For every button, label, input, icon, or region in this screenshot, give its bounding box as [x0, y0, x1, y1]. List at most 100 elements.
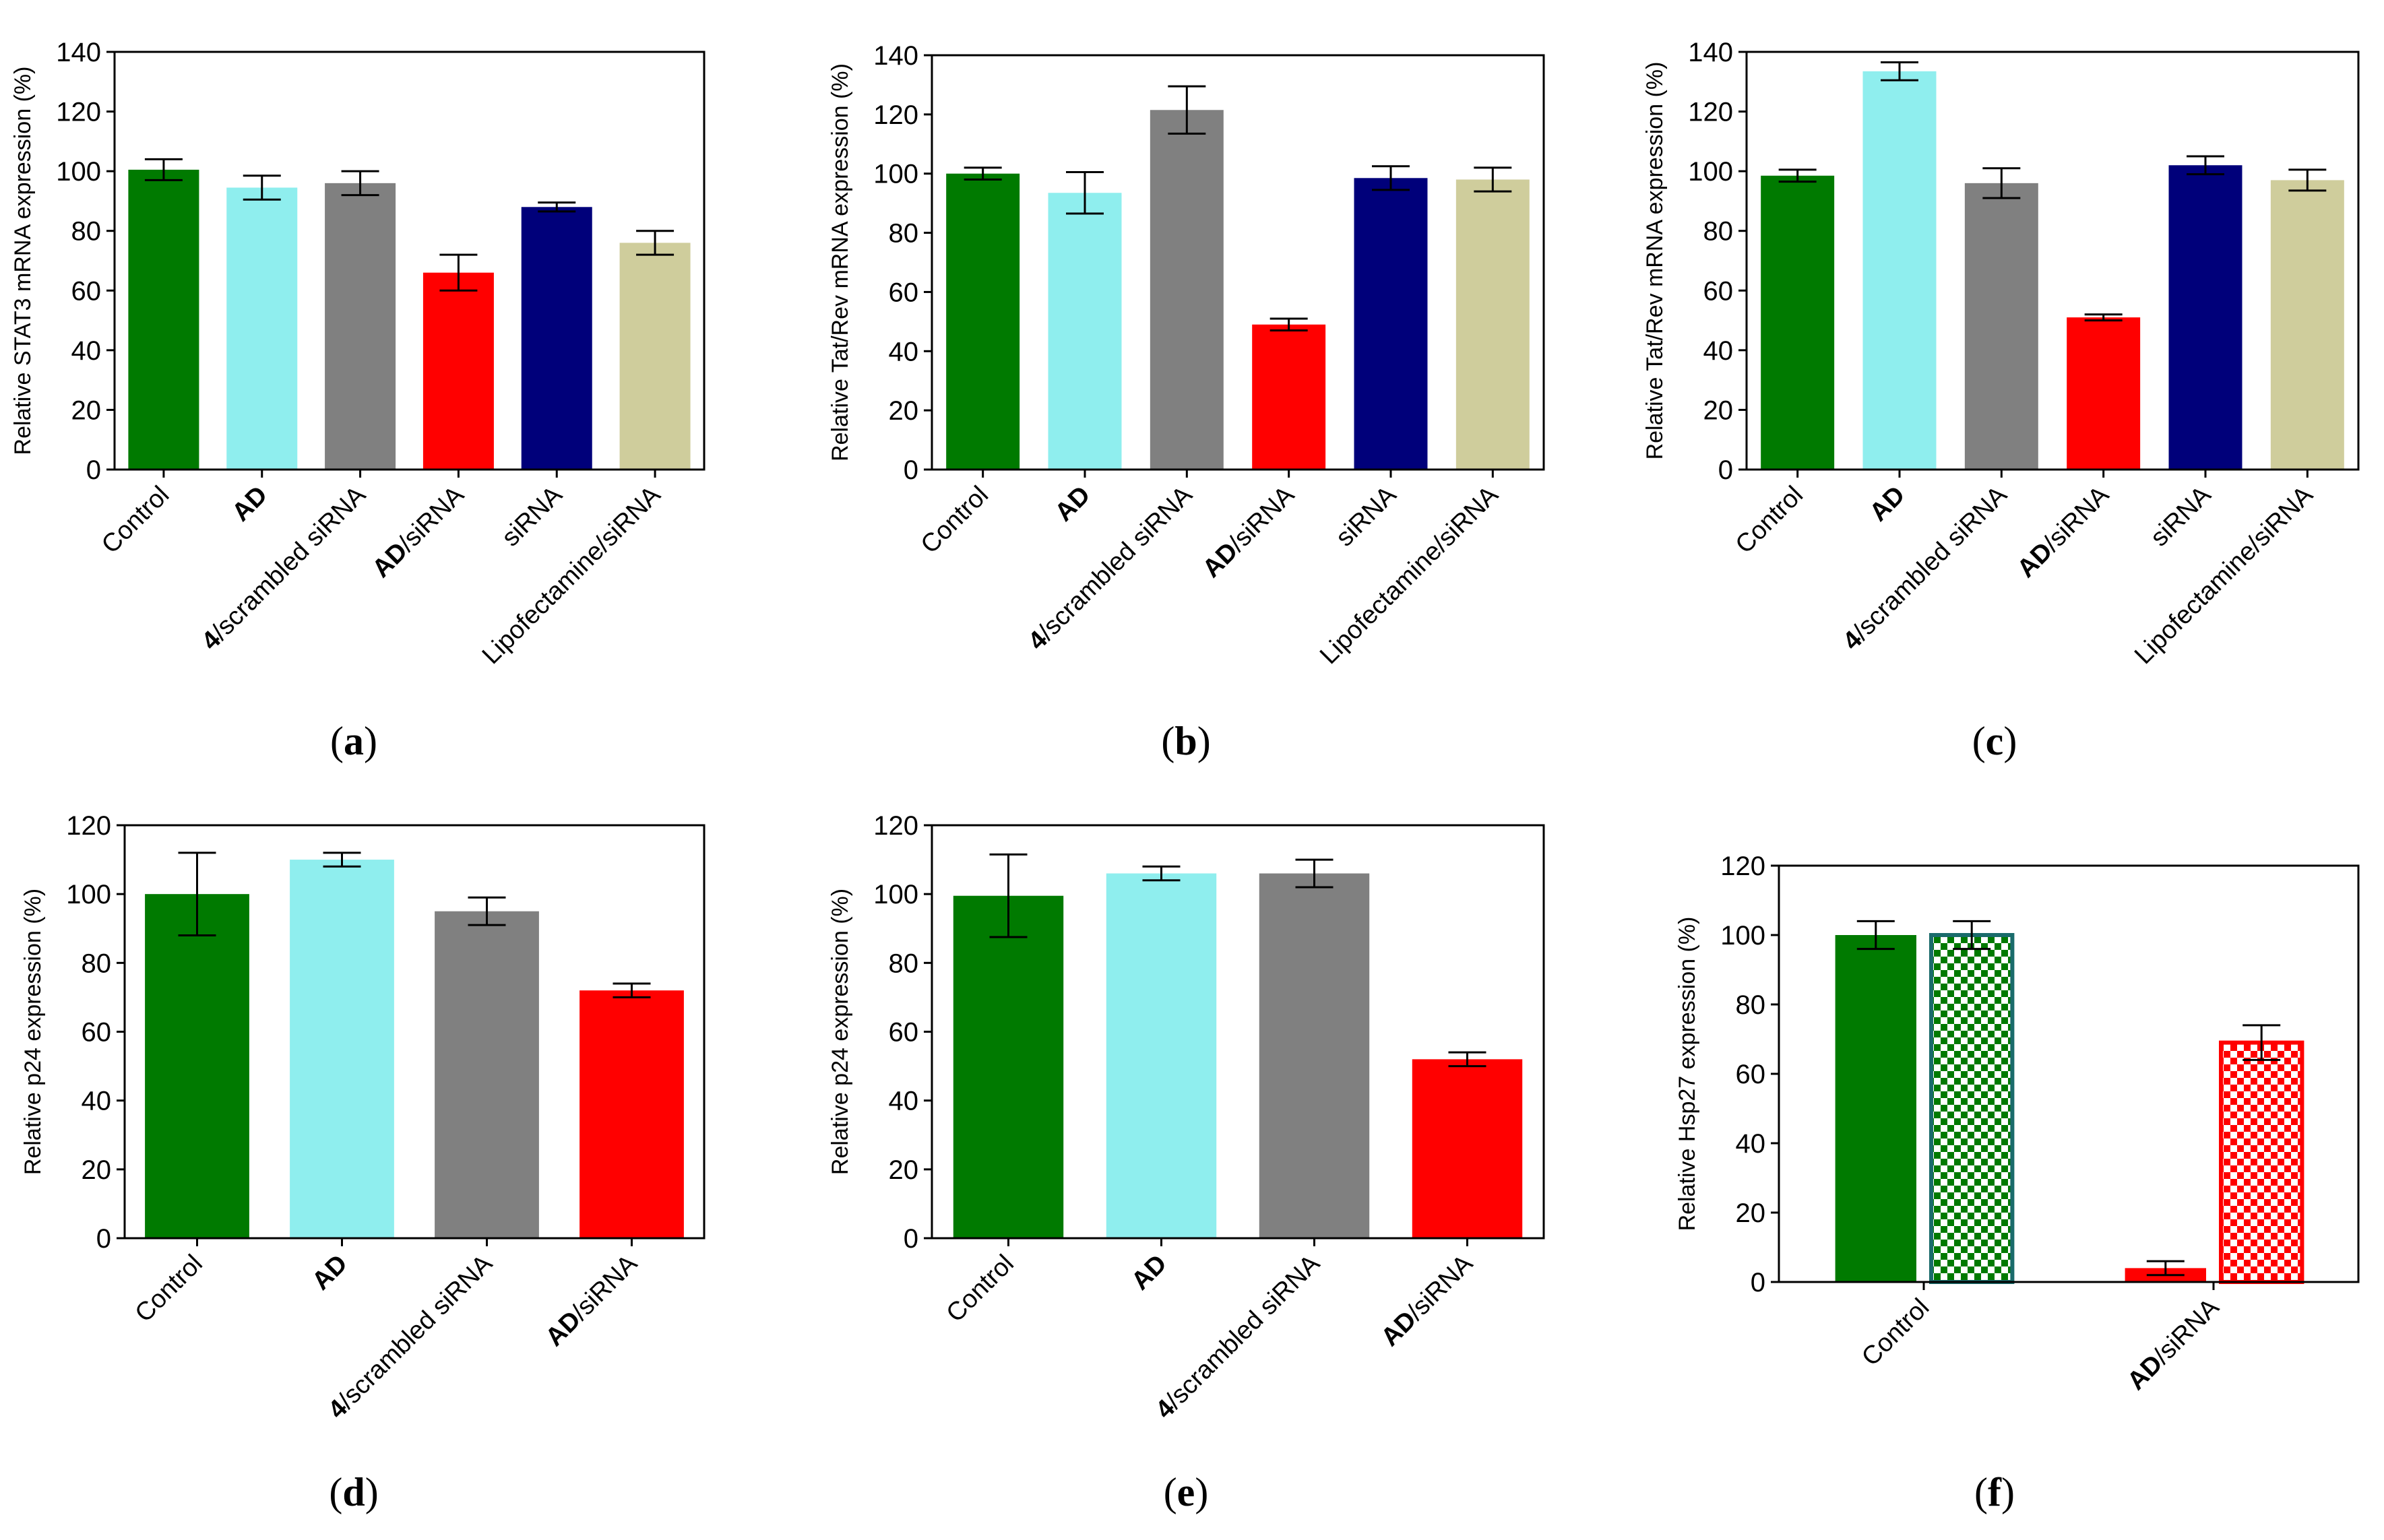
y-tick-label: 60: [1703, 276, 1734, 306]
y-tick-label: 80: [82, 949, 112, 978]
error-bar: [1295, 858, 1334, 889]
error-bar: [2187, 155, 2224, 176]
bar-0: [145, 894, 249, 1238]
x-tick-label-text: siRNA: [497, 480, 568, 552]
panel-label: (b): [1161, 719, 1210, 763]
x-tick-label-text: Control: [941, 1250, 1020, 1328]
error-bar: [178, 852, 216, 936]
x-tick-label-text: Control: [130, 1250, 208, 1328]
bar-0: [128, 169, 199, 470]
x-tick-label-text: /siRNA: [1224, 480, 1300, 557]
error-bar: [1778, 168, 1817, 183]
bar-2: [325, 183, 396, 470]
x-tick-label-bold: AD: [227, 481, 274, 527]
error-bar: [439, 253, 478, 292]
x-tick-label: Lipofectamine/siRNA: [477, 480, 666, 670]
bar-solid-0: [1835, 935, 1916, 1282]
x-tick-label: Lipofectamine/siRNA: [2129, 480, 2319, 670]
error-bar: [1448, 1051, 1486, 1068]
x-tick-label: siRNA: [497, 480, 568, 552]
panel-label-close: ): [1197, 719, 1211, 763]
y-tick-label: 100: [1720, 921, 1765, 951]
y-tick-label: 40: [889, 337, 919, 366]
y-tick-label: 80: [889, 949, 919, 978]
y-tick-label: 20: [889, 1155, 919, 1185]
bar-checkered-0: [1929, 933, 2015, 1284]
bar-1: [1106, 873, 1217, 1238]
y-tick-label: 40: [1736, 1129, 1766, 1159]
x-tick-label-text: /siRNA: [393, 480, 470, 557]
x-tick-label: Control: [916, 481, 994, 559]
x-tick-label: Control: [1730, 481, 1809, 559]
x-tick-label: AD/siRNA: [2012, 480, 2115, 583]
panel-label-open: (: [1161, 719, 1174, 763]
error-bar: [1142, 865, 1181, 882]
x-tick-label: 4/scrambled siRNA: [1150, 1249, 1325, 1424]
x-tick-label: Lipofectamine/siRNA: [1315, 480, 1504, 670]
x-tick-label-text: /siRNA: [2038, 480, 2115, 557]
x-tick-label: AD/siRNA: [1197, 480, 1300, 583]
panel-label-letter: c: [1986, 719, 2004, 763]
y-tick-label: 140: [873, 41, 918, 71]
y-axis-label: Relative p24 expression (%): [827, 889, 853, 1175]
x-tick-label-text: /scrambled siRNA: [333, 1249, 498, 1414]
x-tick-label: AD: [1126, 1250, 1172, 1296]
x-tick-label-bold: AD: [1864, 481, 1911, 527]
y-tick-label: 120: [56, 98, 101, 127]
bar-3: [1412, 1059, 1523, 1238]
x-tick-label: AD: [1050, 481, 1096, 527]
panel-label-letter: e: [1177, 1470, 1195, 1514]
x-tick-label-text: /siRNA: [2148, 1293, 2225, 1370]
x-tick-label: 4/scrambled siRNA: [196, 480, 371, 655]
bar-0: [953, 895, 1064, 1238]
bar-1: [226, 187, 298, 470]
y-tick-label: 60: [889, 278, 919, 307]
error-bar: [1269, 317, 1308, 332]
error-bar: [1953, 920, 1991, 951]
y-tick-label: 120: [66, 811, 111, 841]
error-bar: [2242, 1024, 2281, 1061]
bar-2: [1964, 183, 2038, 470]
bar-4: [1354, 178, 1428, 470]
y-tick-label: 80: [889, 219, 919, 249]
panel-label: (e): [1164, 1470, 1209, 1514]
panel-label-open: (: [1974, 1470, 1988, 1514]
chart-panel-f: 0 20 40 60 80 100 120 Relative Hsp27 expression…: [1674, 852, 2360, 1514]
error-bar: [144, 158, 183, 181]
bar-5: [619, 243, 691, 470]
y-tick-label: 60: [889, 1018, 919, 1048]
error-bar: [1372, 165, 1410, 191]
panel-label-close: ): [365, 1470, 379, 1514]
plot-frame: [113, 51, 705, 471]
panel-label-close: ): [2001, 1470, 2015, 1514]
plot-frame: [931, 54, 1545, 471]
panel-label-open: (: [1972, 719, 1986, 763]
y-tick-label: 100: [66, 880, 111, 909]
y-axis-label: Relative Tat/Rev mRNA expression (%): [1642, 62, 1668, 460]
error-bar: [964, 166, 1002, 181]
bar-2: [1150, 110, 1224, 470]
plot-frame: [1745, 51, 2360, 471]
x-tick-label: AD/siRNA: [1376, 1249, 1479, 1352]
x-tick-label: AD/siRNA: [367, 480, 470, 583]
panel-label: (f): [1974, 1470, 2015, 1514]
bar-3: [2067, 317, 2141, 470]
panel-label-close: ): [364, 719, 377, 763]
chart-panel-b: 0 20 40 60 80 100 120 140 Relative Tat/Rev mRNA …: [827, 41, 1545, 763]
x-tick-label: AD: [227, 481, 274, 527]
y-tick-label: 20: [1703, 395, 1734, 425]
x-tick-label: 4/scrambled siRNA: [323, 1249, 498, 1424]
panel-label-letter: a: [344, 719, 364, 763]
y-tick-label: 60: [71, 276, 102, 306]
y-tick-label: 20: [889, 396, 919, 426]
y-tick-label: 100: [873, 880, 918, 909]
x-tick-label: AD/siRNA: [2122, 1293, 2225, 1396]
error-bar: [1881, 61, 1918, 82]
error-bar: [1856, 920, 1895, 951]
panel-label: (a): [330, 719, 377, 763]
panel-label: (c): [1972, 719, 2017, 763]
y-tick-label: 0: [904, 1224, 918, 1254]
error-bar: [2084, 313, 2123, 322]
bar-2: [435, 911, 539, 1238]
